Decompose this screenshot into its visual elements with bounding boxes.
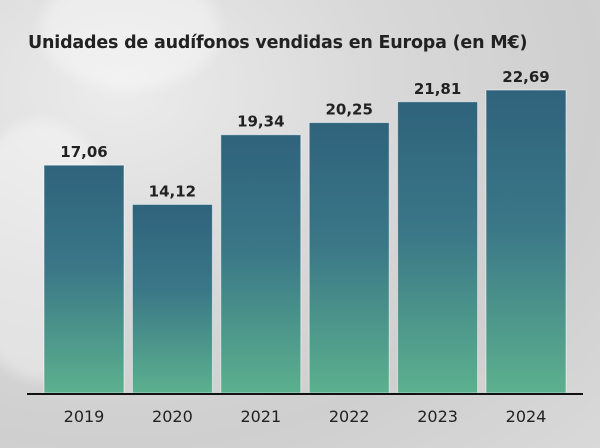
- bar-2024: [485, 89, 567, 394]
- bar-2021: [220, 134, 302, 394]
- x-tick-label-2021: 2021: [240, 407, 281, 426]
- x-tick-labels-group: 2019 2020 2021 2022 2023 2024: [64, 407, 547, 426]
- x-tick-label-2023: 2023: [417, 407, 458, 426]
- x-tick-label-2019: 2019: [64, 407, 105, 426]
- bar-2020: [131, 203, 213, 394]
- value-label-2024: 22,69: [502, 68, 549, 86]
- value-label-2019: 17,06: [60, 143, 107, 161]
- value-labels-group: 17,06 14,12 19,34 20,25 21,81 22,69: [60, 68, 549, 200]
- bar-2023: [397, 101, 479, 394]
- bar-2022: [308, 122, 390, 394]
- x-tick-label-2024: 2024: [506, 407, 547, 426]
- chart-title: Unidades de audífonos vendidas en Europa…: [28, 33, 528, 53]
- value-label-2021: 19,34: [237, 113, 284, 131]
- bars-group: [43, 89, 567, 394]
- value-label-2023: 21,81: [414, 80, 461, 98]
- value-label-2022: 20,25: [325, 101, 372, 119]
- x-tick-label-2022: 2022: [329, 407, 370, 426]
- bar-2019: [43, 164, 125, 394]
- value-label-2020: 14,12: [149, 182, 196, 200]
- x-tick-label-2020: 2020: [152, 407, 193, 426]
